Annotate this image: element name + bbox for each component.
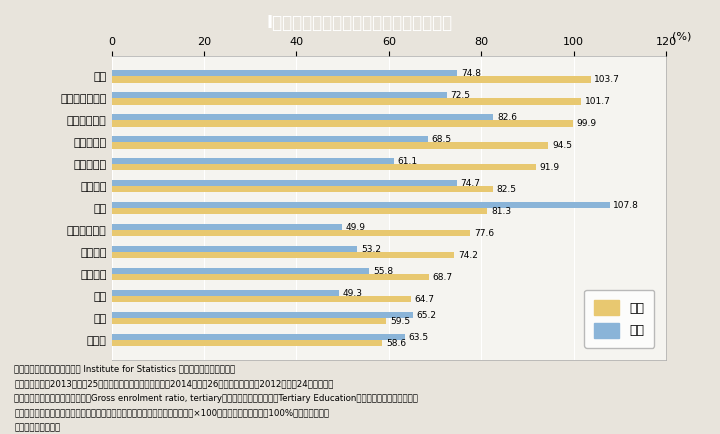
- Text: 74.7: 74.7: [460, 179, 480, 188]
- Text: 107.8: 107.8: [613, 201, 639, 210]
- Bar: [112, 208, 487, 214]
- Bar: [112, 99, 582, 105]
- Bar: [112, 92, 446, 99]
- Bar: [112, 252, 454, 259]
- Legend: 女性, 男性: 女性, 男性: [584, 290, 654, 348]
- Text: 64.7: 64.7: [414, 295, 434, 304]
- Bar: [112, 180, 456, 186]
- Bar: [112, 114, 493, 120]
- Text: 63.5: 63.5: [409, 333, 429, 342]
- Text: 101.7: 101.7: [585, 97, 611, 106]
- Bar: [112, 158, 394, 164]
- Text: 58.6: 58.6: [386, 339, 406, 348]
- Text: 103.7: 103.7: [595, 75, 620, 84]
- Bar: [112, 230, 470, 237]
- Text: ２．　2013（平成25）年時点の値。ただし，韓国は2014（平成26）年，オランダは2012（平成24）年の値。: ２． 2013（平成25）年時点の値。ただし，韓国は2014（平成26）年，オラ…: [14, 379, 334, 388]
- Text: 81.3: 81.3: [491, 207, 511, 216]
- Bar: [112, 142, 548, 148]
- Text: 49.3: 49.3: [343, 289, 363, 298]
- Bar: [112, 136, 428, 142]
- Bar: [112, 296, 410, 302]
- Text: 94.5: 94.5: [552, 141, 572, 150]
- Text: 77.6: 77.6: [474, 229, 494, 238]
- Bar: [112, 246, 357, 252]
- Bar: [112, 164, 536, 171]
- Text: 99.9: 99.9: [577, 119, 597, 128]
- Text: 68.5: 68.5: [432, 135, 452, 144]
- Text: 82.6: 82.6: [497, 113, 517, 122]
- Bar: [112, 340, 382, 346]
- Text: の在学者数（全年齢）」／「中等教育に続く５歳上までの人口」×100で算出しているため，100%を超える場合が: の在学者数（全年齢）」／「中等教育に続く５歳上までの人口」×100で算出している…: [14, 408, 329, 418]
- Text: (%): (%): [672, 31, 691, 41]
- Text: 72.5: 72.5: [450, 91, 470, 100]
- Bar: [112, 224, 342, 230]
- Text: 82.5: 82.5: [497, 185, 516, 194]
- Text: 68.7: 68.7: [433, 273, 453, 282]
- Text: I－６－３図　高等教育在学率の国際比較: I－６－３図 高等教育在学率の国際比較: [267, 14, 453, 33]
- Text: （備考）１．　ＵＮＥＳＣＯ Institute for Statistics ウェブサイトより作成。: （備考）１． ＵＮＥＳＣＯ Institute for Statistics ウ…: [14, 365, 235, 374]
- Text: 61.1: 61.1: [397, 157, 418, 166]
- Bar: [112, 334, 405, 340]
- Text: ある。: ある。: [14, 423, 60, 432]
- Bar: [112, 312, 413, 318]
- Text: 74.2: 74.2: [458, 251, 478, 260]
- Bar: [112, 318, 387, 325]
- Bar: [112, 120, 573, 127]
- Bar: [112, 76, 590, 82]
- Text: 49.9: 49.9: [346, 223, 366, 232]
- Bar: [112, 202, 610, 208]
- Text: 53.2: 53.2: [361, 245, 381, 254]
- Text: 74.8: 74.8: [461, 69, 481, 78]
- Text: 59.5: 59.5: [390, 317, 410, 326]
- Text: ３．　高等教育在学率（Gross enrolment ratio, tertiary）は，「高等教育機関（Tertiary Education，　ＩＳＣＥＤ５及: ３． 高等教育在学率（Gross enrolment ratio, tertia…: [14, 394, 418, 403]
- Bar: [112, 274, 429, 280]
- Text: 91.9: 91.9: [540, 163, 560, 172]
- Bar: [112, 70, 457, 76]
- Bar: [112, 290, 339, 296]
- Text: 65.2: 65.2: [416, 311, 436, 320]
- Text: 55.8: 55.8: [373, 267, 393, 276]
- Bar: [112, 186, 492, 193]
- Bar: [112, 268, 369, 274]
